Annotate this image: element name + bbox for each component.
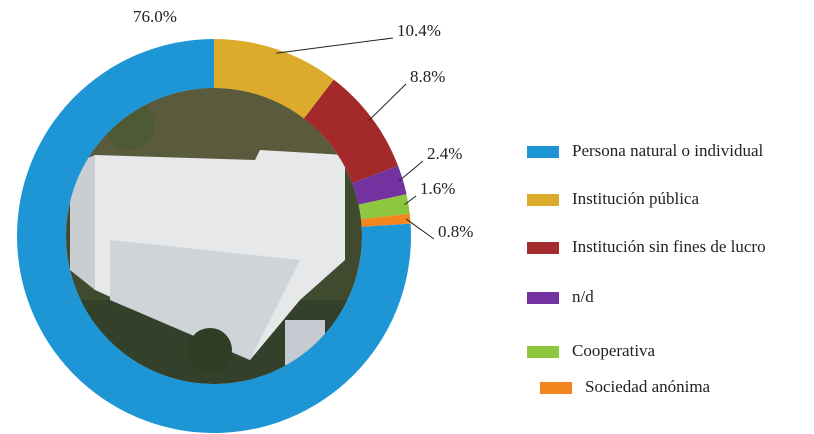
legend-swatch xyxy=(527,146,559,158)
legend-swatch xyxy=(527,194,559,206)
slices xyxy=(16,39,412,433)
legend-label: Institución sin fines de lucro xyxy=(572,237,766,256)
value-label: 8.8% xyxy=(410,67,445,86)
slice xyxy=(358,194,410,220)
leader-line xyxy=(405,218,435,240)
legend-label: Sociedad anónima xyxy=(585,377,711,396)
leader-line xyxy=(398,160,424,182)
legend-label: Cooperativa xyxy=(572,341,656,360)
legend-label: Persona natural o individual xyxy=(572,141,763,160)
legend-swatch xyxy=(527,242,559,254)
labels: 76.0% 10.4% 8.8% 2.4% 1.6% 0.8% xyxy=(133,7,473,241)
legend-label: n/d xyxy=(572,287,594,306)
leader-line xyxy=(404,195,417,206)
legend-swatch xyxy=(527,346,559,358)
value-label: 10.4% xyxy=(397,21,441,40)
legend-swatch xyxy=(540,382,572,394)
value-label: 2.4% xyxy=(427,144,462,163)
value-label: 1.6% xyxy=(420,179,455,198)
value-label: 0.8% xyxy=(438,222,473,241)
leader-line xyxy=(368,83,407,121)
legend-label: Institución pública xyxy=(572,189,699,208)
legend: Persona natural o individual Institución … xyxy=(527,141,766,396)
legend-swatch xyxy=(527,292,559,304)
slice xyxy=(303,79,399,184)
slice xyxy=(214,39,334,119)
leader-line xyxy=(275,37,394,54)
value-label: 76.0% xyxy=(133,7,177,26)
slice xyxy=(352,165,407,205)
slice xyxy=(361,213,411,227)
